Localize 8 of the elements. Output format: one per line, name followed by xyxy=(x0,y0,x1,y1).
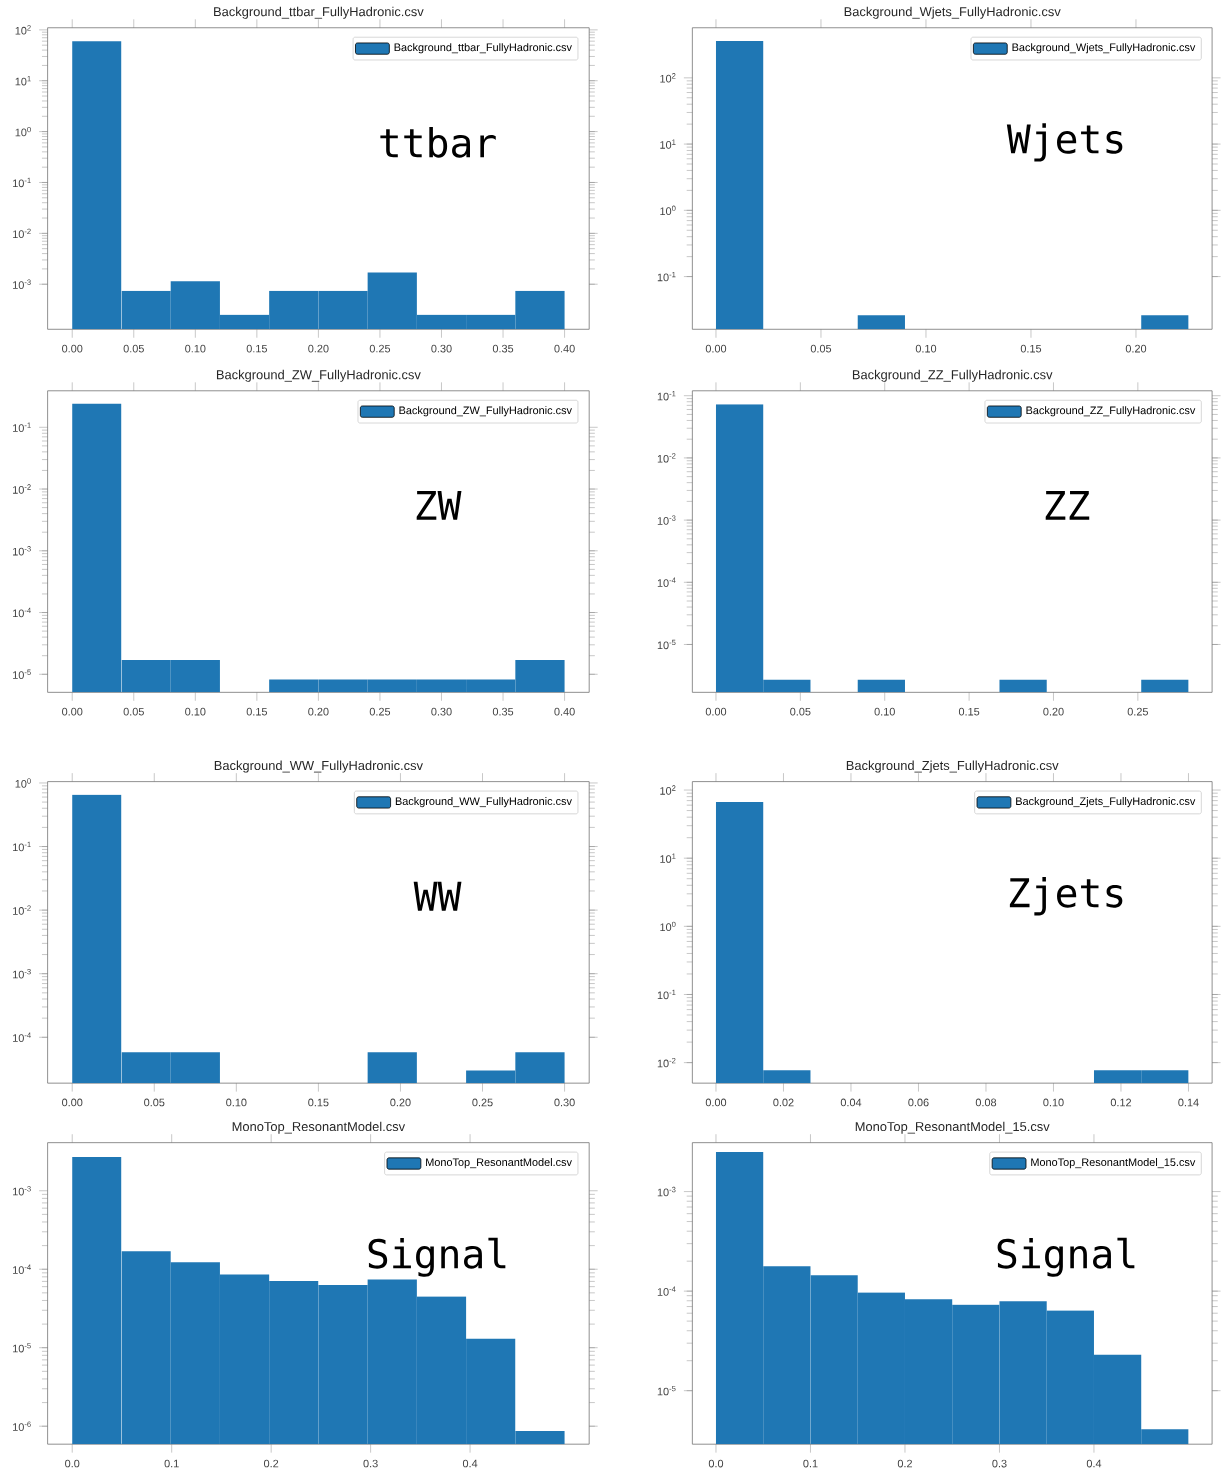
annotation: Zjets xyxy=(1009,876,1123,916)
annotation: ZW xyxy=(416,490,462,520)
annotation: Signal xyxy=(997,1237,1135,1277)
annotation: Signal xyxy=(368,1237,506,1277)
annotation: WW xyxy=(413,881,462,911)
annotation: ZZ xyxy=(1045,490,1090,520)
annotation: ttbar xyxy=(380,126,496,158)
annotation: Wjets xyxy=(1006,123,1123,162)
